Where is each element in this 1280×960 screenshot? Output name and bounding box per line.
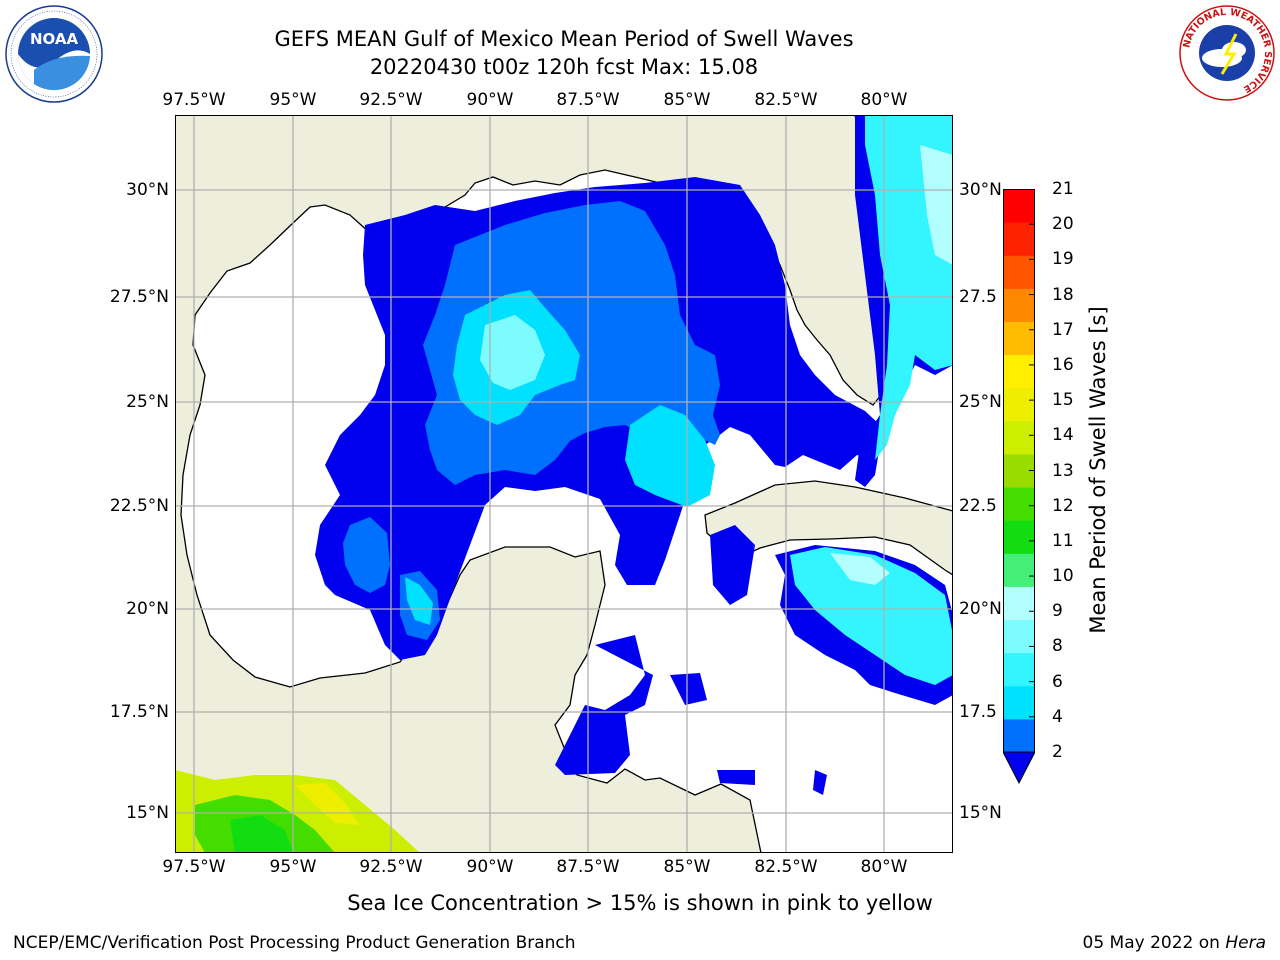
lat-tick-right: 15°N	[959, 803, 1002, 823]
footer-machine: Hera	[1225, 933, 1266, 953]
gulf-map	[175, 115, 953, 853]
caribbean-patch-e	[710, 525, 755, 605]
colorbar-segment	[1003, 685, 1035, 720]
colorbar-segment	[1003, 520, 1035, 554]
caribbean-band-6-8	[790, 547, 953, 685]
lat-tick-right: 17.5	[959, 702, 997, 722]
caribbean-patch-b	[670, 673, 707, 705]
lon-tick-top: 92.5°W	[359, 90, 423, 110]
lon-tick-bottom: 85°W	[663, 857, 711, 877]
lat-tick-right: 25°N	[959, 392, 1002, 412]
caribbean-band-8-9	[830, 553, 890, 585]
lon-tick-bottom: 92.5°W	[359, 857, 423, 877]
lon-tick-top: 85°W	[663, 90, 711, 110]
swell-band-6-7-south	[405, 577, 433, 625]
colorbar-segment	[1003, 586, 1035, 621]
colorbar-segment	[1003, 652, 1035, 687]
colorbar-segment	[1003, 420, 1035, 455]
colorbar-segment	[1003, 288, 1035, 322]
noaa-logo: NOAA	[5, 5, 103, 103]
colorbar-tick-label: 6	[1052, 671, 1063, 692]
lat-tick-left: 27.5°N	[109, 287, 169, 307]
colorbar-tick-label: 17	[1052, 319, 1074, 340]
lat-tick-right: 22.5	[959, 496, 997, 516]
lat-tick-left: 17.5°N	[109, 702, 169, 722]
swell-band-6-7-east	[625, 405, 715, 507]
colorbar-under-extension	[1003, 751, 1035, 784]
colorbar-title: Mean Period of Swell Waves [s]	[1086, 306, 1110, 634]
colorbar-tick-label: 11	[1052, 530, 1074, 551]
colorbar-segment	[1003, 321, 1035, 356]
colorbar-tick-label: 13	[1052, 460, 1074, 481]
lat-tick-left: 15°N	[126, 803, 169, 823]
lon-tick-top: 97.5°W	[162, 90, 226, 110]
lat-tick-left: 20°N	[126, 599, 169, 619]
colorbar-tick-label: 19	[1052, 249, 1074, 270]
colorbar-segment	[1003, 553, 1035, 587]
lat-tick-left: 30°N	[126, 180, 169, 200]
lat-tick-left: 25°N	[126, 392, 169, 412]
colorbar-tick-label: 21	[1052, 179, 1074, 199]
footer-producer: NCEP/EMC/Verification Post Processing Pr…	[13, 933, 576, 953]
colorbar-segment	[1003, 354, 1035, 389]
colorbar-tick-label: 4	[1052, 706, 1063, 727]
lon-tick-bottom: 87.5°W	[556, 857, 620, 877]
colorbar-tick-label: 8	[1052, 636, 1063, 657]
colorbar-segment	[1003, 718, 1035, 753]
lon-tick-top: 80°W	[860, 90, 908, 110]
colorbar-segment	[1003, 487, 1035, 521]
colorbar-segment	[1003, 619, 1035, 654]
lat-tick-left: 22.5°N	[109, 496, 169, 516]
lon-tick-bottom: 82.5°W	[754, 857, 818, 877]
footer-date: 05 May 2022 on Hera	[1083, 933, 1267, 953]
lat-tick-right: 30°N	[959, 180, 1002, 200]
noaa-logo-text: NOAA	[30, 30, 79, 48]
colorbar-tick-label: 9	[1052, 601, 1063, 622]
pacific-band-green-dark	[230, 815, 293, 853]
colorbar-tick-label: 18	[1052, 284, 1074, 305]
lon-tick-top: 82.5°W	[754, 90, 818, 110]
caribbean-patch-c	[717, 770, 755, 785]
colorbar-tick-label: 15	[1052, 390, 1074, 411]
footer-date-text: 05 May 2022 on	[1082, 933, 1226, 953]
swell-band-4-6-south	[343, 517, 390, 593]
lon-tick-top: 95°W	[269, 90, 317, 110]
sea-ice-caption: Sea Ice Concentration > 15% is shown in …	[347, 891, 933, 915]
lon-tick-bottom: 80°W	[860, 857, 908, 877]
swell-band-7-8	[480, 315, 545, 390]
lon-tick-top: 87.5°W	[556, 90, 620, 110]
lon-tick-top: 90°W	[466, 90, 514, 110]
colorbar-segment	[1003, 387, 1035, 422]
graticule	[175, 115, 953, 853]
colorbar-segment	[1003, 222, 1035, 256]
colorbar-segment	[1003, 255, 1035, 289]
atlantic-band-8-9	[920, 145, 953, 265]
caribbean-patch-d	[813, 770, 827, 795]
colorbar-tick-label: 2	[1052, 742, 1063, 762]
map-frame	[175, 115, 953, 853]
colorbar	[1003, 189, 1035, 784]
colorbar-tick-label: 10	[1052, 566, 1074, 587]
colorbar-tick-label: 20	[1052, 214, 1074, 235]
lon-tick-bottom: 90°W	[466, 857, 514, 877]
pacific-band-light	[295, 783, 360, 825]
map-subtitle: 20220430 t00z 120h fcst Max: 15.08	[369, 55, 759, 79]
map-title: GEFS MEAN Gulf of Mexico Mean Period of …	[274, 27, 854, 51]
lat-tick-right: 20°N	[959, 599, 1002, 619]
caribbean-patch-a	[555, 635, 653, 775]
colorbar-segment	[1003, 189, 1035, 223]
lon-tick-bottom: 95°W	[269, 857, 317, 877]
lon-tick-bottom: 97.5°W	[162, 857, 226, 877]
colorbar-tick-label: 14	[1052, 425, 1074, 446]
nws-logo: NATIONAL WEATHER SERVICE	[1179, 5, 1275, 101]
colorbar-tick-label: 12	[1052, 495, 1074, 516]
colorbar-tick-label: 16	[1052, 354, 1074, 375]
lat-tick-right: 27.5	[959, 287, 997, 307]
